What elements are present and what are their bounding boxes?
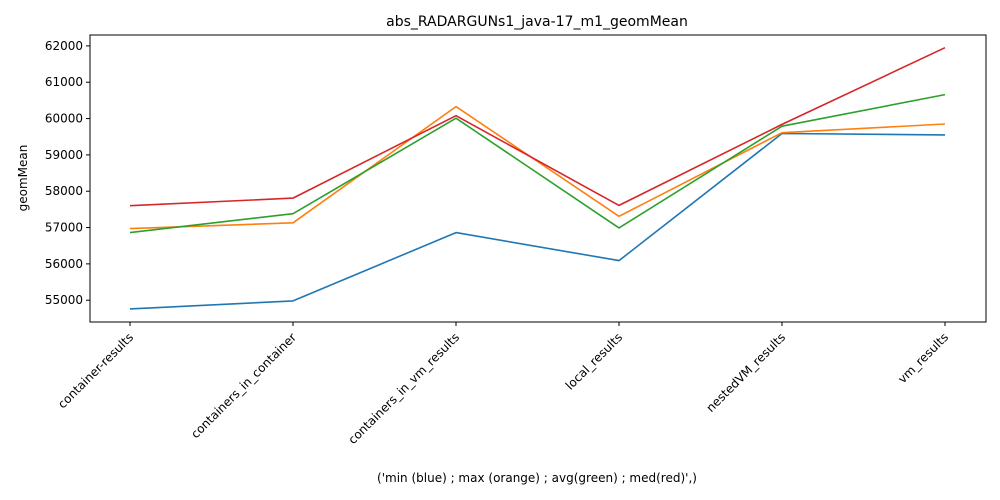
series-line-1 [129, 132, 946, 310]
x-tick-label: containers_in_container [188, 330, 299, 441]
x-tick-label: containers_in_vm_results [345, 330, 462, 447]
y-tick-label: 56000 [45, 257, 83, 271]
series-line-2 [129, 105, 946, 230]
y-tick-label: 58000 [45, 184, 83, 198]
series-line-3 [129, 93, 946, 234]
plot-frame [89, 34, 987, 323]
y-tick-label: 57000 [45, 221, 83, 235]
y-tick-label: 60000 [45, 112, 83, 126]
x-tick-label: local_results [563, 330, 625, 392]
y-tick-label: 59000 [45, 148, 83, 162]
chart-title: abs_RADARGUNs1_java-17_m1_geomMean [386, 14, 688, 30]
y-tick-label: 55000 [45, 293, 83, 307]
x-tick-label: container-results [55, 330, 136, 411]
x-tick-label: nestedVM_results [703, 330, 788, 415]
x-tick-label: vm_results [895, 330, 951, 386]
series-line-4 [129, 46, 946, 207]
x-axis-label: ('min (blue) ; max (orange) ; avg(green)… [377, 471, 697, 485]
y-tick-label: 61000 [45, 75, 83, 89]
y-axis-label: geomMean [16, 145, 30, 212]
y-tick-label: 62000 [45, 39, 83, 53]
